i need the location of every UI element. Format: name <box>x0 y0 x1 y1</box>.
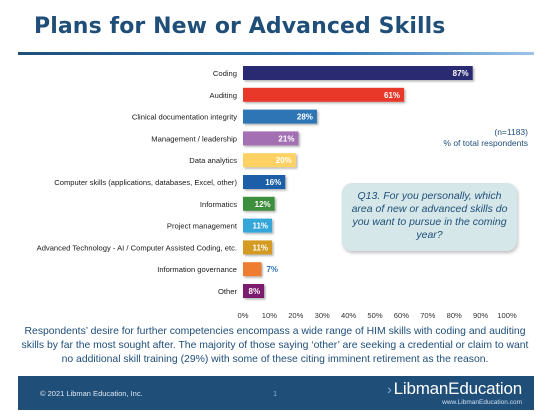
brand-name: LibmanEducation <box>393 379 523 398</box>
unit-note: % of total respondents <box>443 138 528 148</box>
data-label: 28% <box>297 113 313 122</box>
category-label: Auditing <box>210 91 237 100</box>
x-tick-label: 20% <box>288 311 303 320</box>
bar <box>243 240 273 255</box>
bar <box>243 284 265 298</box>
bar <box>243 218 273 233</box>
value-labels: 87% 61% 28% 21% 20% 16% 12% 11% 11% 7% 8% <box>249 69 469 296</box>
bar <box>243 175 286 189</box>
data-label: 21% <box>278 134 294 143</box>
category-label: Other <box>218 287 237 296</box>
data-label: 8% <box>249 287 261 296</box>
x-tick-label: 0% <box>238 311 249 320</box>
data-label: 12% <box>255 200 271 209</box>
x-tick-label: 70% <box>420 311 435 320</box>
bar <box>243 262 262 277</box>
footer-bar: © 2021 Libman Education, Inc. 1 › LibmanE… <box>18 376 534 410</box>
chevron-right-icon: › <box>387 381 392 397</box>
x-tick-label: 10% <box>262 311 277 320</box>
bars <box>243 66 473 298</box>
x-tick-label: 60% <box>394 311 409 320</box>
category-label: Management / leadership <box>151 134 237 143</box>
brand-url: www.LibmanEducation.com <box>442 399 522 406</box>
bar <box>243 87 405 102</box>
x-tick-label: 100% <box>497 311 517 320</box>
bar <box>243 109 317 124</box>
category-label: Clinical documentation integrity <box>132 113 237 122</box>
x-tick-label: 90% <box>473 311 488 320</box>
category-label: Computer skills (applications, databases… <box>54 178 237 187</box>
bar <box>243 131 299 146</box>
data-label: 11% <box>252 243 268 252</box>
category-label: Advanced Technology - AI / Computer Assi… <box>37 243 237 252</box>
category-labels: Coding Auditing Clinical documentation int… <box>37 69 238 296</box>
x-tick-label: 30% <box>315 311 330 320</box>
x-tick-label: 50% <box>367 311 382 320</box>
x-tick-label: 40% <box>341 311 356 320</box>
bar <box>243 196 275 211</box>
brand-logo: › LibmanEducation <box>387 379 522 399</box>
data-label: 87% <box>453 69 469 78</box>
category-label: Project management <box>167 222 238 231</box>
data-label: 11% <box>252 222 268 231</box>
category-label: Informatics <box>200 200 237 209</box>
data-label: 61% <box>384 91 400 100</box>
category-label: Information governance <box>157 265 237 274</box>
copyright: © 2021 Libman Education, Inc. <box>40 389 143 398</box>
title-divider <box>18 52 534 55</box>
bar <box>243 66 473 80</box>
sample-size: (n=1183) <box>494 127 528 137</box>
category-label: Data analytics <box>189 156 237 165</box>
x-axis-ticks: 0% 10% 20% 30% 40% 50% 60% 70% 80% 90% 100% <box>238 311 517 320</box>
data-label: 16% <box>265 178 281 187</box>
bar-chart: Coding Auditing Clinical documentation int… <box>37 66 517 320</box>
data-label: 20% <box>276 156 292 165</box>
page-title: Plans for New or Advanced Skills <box>34 14 446 39</box>
sample-note: (n=1183) % of total respondents <box>410 127 528 149</box>
summary-text: Respondents’ desire for further competen… <box>21 326 529 365</box>
x-tick-label: 80% <box>447 311 462 320</box>
page-number: 1 <box>273 389 278 398</box>
category-label: Coding <box>213 69 237 78</box>
bar <box>243 153 296 168</box>
question-box: Q13. For you personally, which area of n… <box>342 183 517 251</box>
data-label: 7% <box>266 265 278 274</box>
